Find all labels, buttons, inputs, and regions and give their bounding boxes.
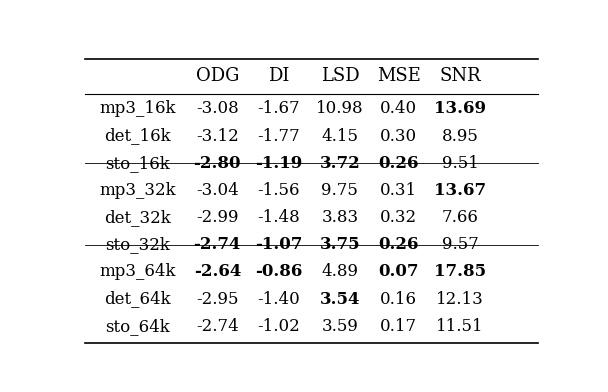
Text: 10.98: 10.98 [316,100,364,118]
Text: mp3_64k: mp3_64k [99,263,176,280]
Text: -2.74: -2.74 [193,236,241,253]
Text: 9.51: 9.51 [441,155,478,172]
Text: -3.08: -3.08 [196,100,239,118]
Text: 4.89: 4.89 [322,263,358,280]
Text: 17.85: 17.85 [434,263,486,280]
Text: -2.99: -2.99 [196,209,238,226]
Text: -1.02: -1.02 [257,318,300,335]
Text: det_32k: det_32k [104,209,171,226]
Text: -2.80: -2.80 [193,155,241,172]
Text: SNR: SNR [439,67,481,85]
Text: sto_32k: sto_32k [105,236,170,253]
Text: 0.30: 0.30 [380,127,417,145]
Text: 0.32: 0.32 [380,209,417,226]
Text: -1.56: -1.56 [257,182,300,199]
Text: 0.26: 0.26 [379,236,419,253]
Text: 0.07: 0.07 [379,263,419,280]
Text: 9.75: 9.75 [322,182,358,199]
Text: 13.67: 13.67 [434,182,486,199]
Text: 3.75: 3.75 [320,236,360,253]
Text: -1.40: -1.40 [257,290,300,308]
Text: -3.04: -3.04 [196,182,239,199]
Text: det_64k: det_64k [104,290,171,308]
Text: 0.31: 0.31 [380,182,417,199]
Text: -2.74: -2.74 [196,318,239,335]
Text: 3.83: 3.83 [321,209,359,226]
Text: mp3_32k: mp3_32k [99,182,176,199]
Text: 3.54: 3.54 [320,290,360,308]
Text: 9.57: 9.57 [441,236,478,253]
Text: ODG: ODG [196,67,239,85]
Text: 13.69: 13.69 [434,100,486,118]
Text: -1.48: -1.48 [257,209,300,226]
Text: 7.66: 7.66 [441,209,478,226]
Text: 0.17: 0.17 [380,318,417,335]
Text: 4.15: 4.15 [322,127,358,145]
Text: -1.77: -1.77 [257,127,300,145]
Text: -1.67: -1.67 [257,100,300,118]
Text: det_16k: det_16k [104,127,171,145]
Text: MSE: MSE [377,67,421,85]
Text: LSD: LSD [320,67,359,85]
Text: -3.12: -3.12 [196,127,239,145]
Text: sto_64k: sto_64k [105,318,170,335]
Text: 0.40: 0.40 [380,100,417,118]
Text: 3.72: 3.72 [319,155,361,172]
Text: -2.64: -2.64 [194,263,241,280]
Text: -1.19: -1.19 [255,155,302,172]
Text: 8.95: 8.95 [441,127,478,145]
Text: mp3_16k: mp3_16k [99,100,176,118]
Text: -0.86: -0.86 [255,263,302,280]
Text: 0.26: 0.26 [379,155,419,172]
Text: 3.59: 3.59 [322,318,358,335]
Text: -2.95: -2.95 [196,290,238,308]
Text: DI: DI [268,67,289,85]
Text: 12.13: 12.13 [436,290,484,308]
Text: 0.16: 0.16 [380,290,417,308]
Text: -1.07: -1.07 [255,236,302,253]
Text: 11.51: 11.51 [436,318,484,335]
Text: sto_16k: sto_16k [105,155,170,172]
